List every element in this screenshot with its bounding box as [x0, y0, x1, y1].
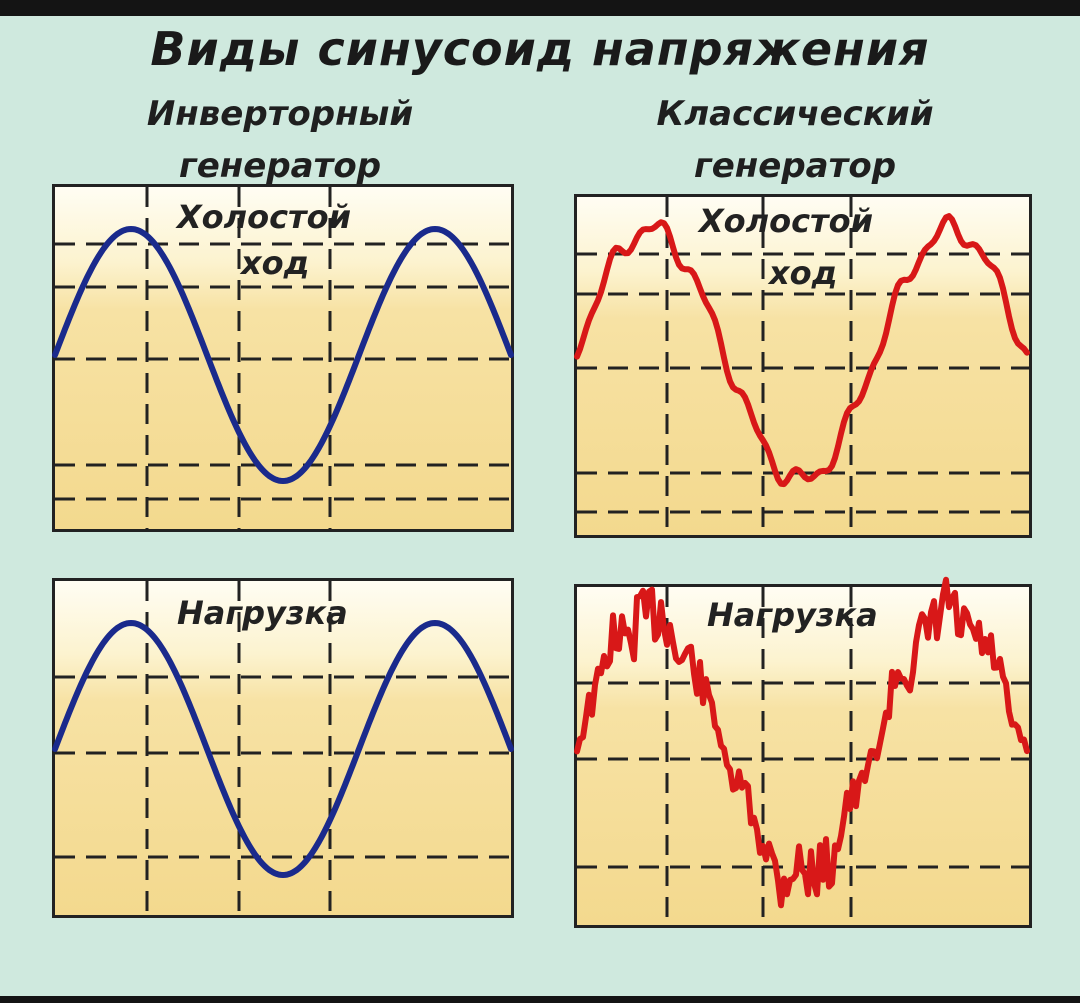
classic-load-waveform — [574, 576, 1030, 925]
inverter-load-waveform — [52, 581, 514, 915]
panel-classic-idle: Холостой ход — [574, 194, 1032, 538]
panel-label-idle-line1: Холостой — [699, 202, 873, 240]
panel-classic-load: Нагрузка — [574, 576, 1032, 928]
panel-label-load: Нагрузка — [177, 594, 348, 632]
column-heading-classic: Классический генератор — [656, 94, 934, 186]
classic-idle-waveform — [574, 197, 1030, 535]
inverter-idle-waveform — [52, 187, 514, 529]
bottom-edge-bar — [0, 996, 1080, 1003]
panel-label-idle-line2: ход — [769, 254, 838, 292]
column-heading-inverter: Инверторный генератор — [146, 94, 414, 186]
panel-label-idle-line2: ход — [241, 244, 310, 282]
panel-inverter-load: Нагрузка — [52, 578, 514, 918]
panel-label-idle-line1: Холостой — [177, 198, 351, 236]
poster-title: Виды синусоид напряжения — [150, 22, 930, 76]
panel-inverter-idle: Холостой ход — [52, 184, 514, 532]
panel-label-load: Нагрузка — [707, 596, 878, 634]
top-edge-bar — [0, 0, 1080, 16]
